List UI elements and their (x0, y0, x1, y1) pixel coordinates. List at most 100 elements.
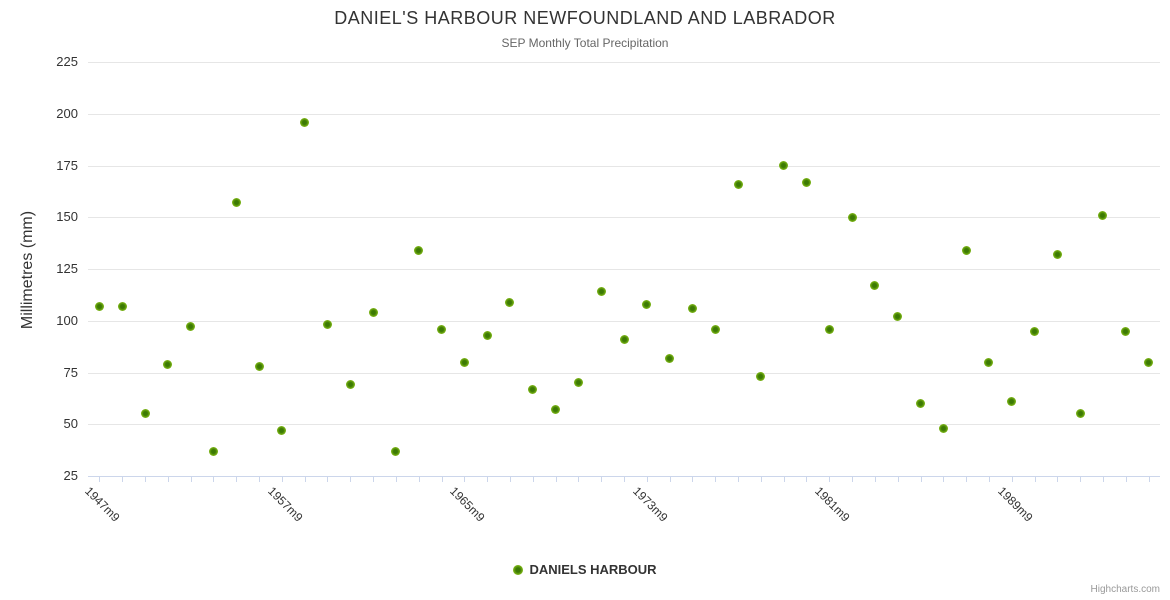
data-point[interactable] (1121, 326, 1131, 336)
y-axis-label: 200 (56, 105, 78, 121)
data-point[interactable] (459, 357, 469, 367)
chart-subtitle: SEP Monthly Total Precipitation (501, 36, 669, 50)
x-axis-tick (281, 476, 283, 482)
data-point[interactable] (847, 212, 857, 222)
x-axis-tick (509, 476, 511, 482)
data-point[interactable] (437, 324, 447, 334)
x-axis-tick (1034, 476, 1036, 482)
x-axis-tick (669, 476, 671, 482)
y-axis-label: 225 (56, 54, 78, 69)
x-axis-tick (1057, 476, 1059, 482)
x-axis-tick (418, 476, 420, 482)
data-point[interactable] (938, 423, 948, 433)
data-point[interactable] (756, 372, 766, 382)
x-axis-tick (327, 476, 329, 482)
data-point[interactable] (300, 117, 310, 127)
data-point[interactable] (322, 320, 332, 330)
data-point[interactable] (368, 307, 378, 317)
x-axis-tick (441, 476, 443, 482)
x-axis-tick (601, 476, 603, 482)
x-axis-tick (1102, 476, 1104, 482)
legend: DANIELS HARBOUR (0, 562, 1170, 577)
data-point[interactable] (619, 334, 629, 344)
data-point[interactable] (528, 384, 538, 394)
data-point[interactable] (1075, 409, 1085, 419)
x-axis-tick (988, 476, 990, 482)
data-point[interactable] (117, 301, 127, 311)
gridline (88, 113, 1160, 115)
data-point[interactable] (779, 161, 789, 170)
data-point[interactable] (277, 425, 287, 435)
y-axis-label: 150 (56, 209, 78, 225)
data-point[interactable] (208, 446, 218, 456)
y-axis-label: 125 (56, 261, 78, 276)
highcharts-credit-link[interactable]: Highcharts.com (1090, 584, 1160, 595)
x-axis-tick (395, 476, 397, 482)
x-axis-tick (852, 476, 854, 482)
x-axis-tick (259, 476, 261, 482)
data-point[interactable] (94, 301, 104, 311)
x-axis-label: 1989m9 (994, 484, 1036, 525)
x-axis-tick (190, 476, 192, 482)
data-point[interactable] (916, 399, 925, 409)
x-axis-tick (738, 476, 740, 482)
data-point[interactable] (231, 198, 241, 208)
data-point[interactable] (801, 177, 811, 187)
data-point[interactable] (733, 179, 743, 189)
x-axis-tick (760, 476, 762, 482)
x-axis-tick (829, 476, 831, 482)
data-point[interactable] (345, 380, 355, 390)
gridline (88, 372, 1160, 374)
x-axis-label: 1947m9 (82, 484, 124, 525)
gridline (88, 320, 1160, 322)
x-axis-label: 1981m9 (812, 484, 853, 525)
y-axis-label: 100 (56, 312, 78, 328)
data-point[interactable] (984, 357, 994, 367)
x-axis-tick (783, 476, 785, 482)
x-axis-tick (99, 476, 101, 482)
data-point[interactable] (870, 281, 880, 291)
gridline (88, 217, 1160, 219)
x-axis-tick (350, 476, 352, 482)
data-point[interactable] (140, 409, 150, 419)
data-point[interactable] (824, 324, 834, 334)
data-point[interactable] (1144, 357, 1154, 367)
data-point[interactable] (551, 405, 561, 415)
data-point[interactable] (1030, 326, 1040, 336)
x-axis-tick (304, 476, 306, 482)
x-axis-tick (1080, 476, 1082, 482)
x-axis-tick (966, 476, 968, 482)
data-point[interactable] (482, 330, 492, 340)
y-axis-label: 75 (63, 364, 78, 380)
x-axis-tick (122, 476, 124, 482)
data-point[interactable] (573, 378, 583, 388)
data-point[interactable] (1007, 396, 1017, 406)
x-axis-tick (1148, 476, 1150, 482)
data-point[interactable] (893, 312, 903, 322)
data-point[interactable] (961, 245, 971, 255)
gridline (88, 424, 1160, 426)
data-point[interactable] (687, 303, 697, 313)
x-axis-tick (943, 476, 945, 482)
data-point[interactable] (391, 446, 401, 456)
x-axis-tick (167, 476, 169, 482)
data-point[interactable] (710, 324, 720, 334)
data-point[interactable] (414, 245, 424, 255)
gridline (88, 165, 1160, 167)
data-point[interactable] (254, 361, 264, 371)
data-point[interactable] (163, 359, 173, 369)
data-point[interactable] (1098, 210, 1108, 220)
series-marker-icon (513, 564, 524, 575)
x-axis-tick (646, 476, 648, 482)
data-point[interactable] (505, 297, 515, 307)
data-point[interactable] (596, 287, 606, 297)
data-point[interactable] (665, 353, 675, 363)
legend-item-daniels-harbour[interactable]: DANIELS HARBOUR (513, 562, 657, 577)
x-axis-tick (715, 476, 717, 482)
chart-title: DANIEL'S HARBOUR NEWFOUNDLAND AND LABRAD… (334, 8, 836, 28)
data-point[interactable] (642, 299, 652, 309)
x-axis-tick (806, 476, 808, 482)
data-point[interactable] (186, 322, 196, 332)
data-point[interactable] (1052, 250, 1062, 259)
